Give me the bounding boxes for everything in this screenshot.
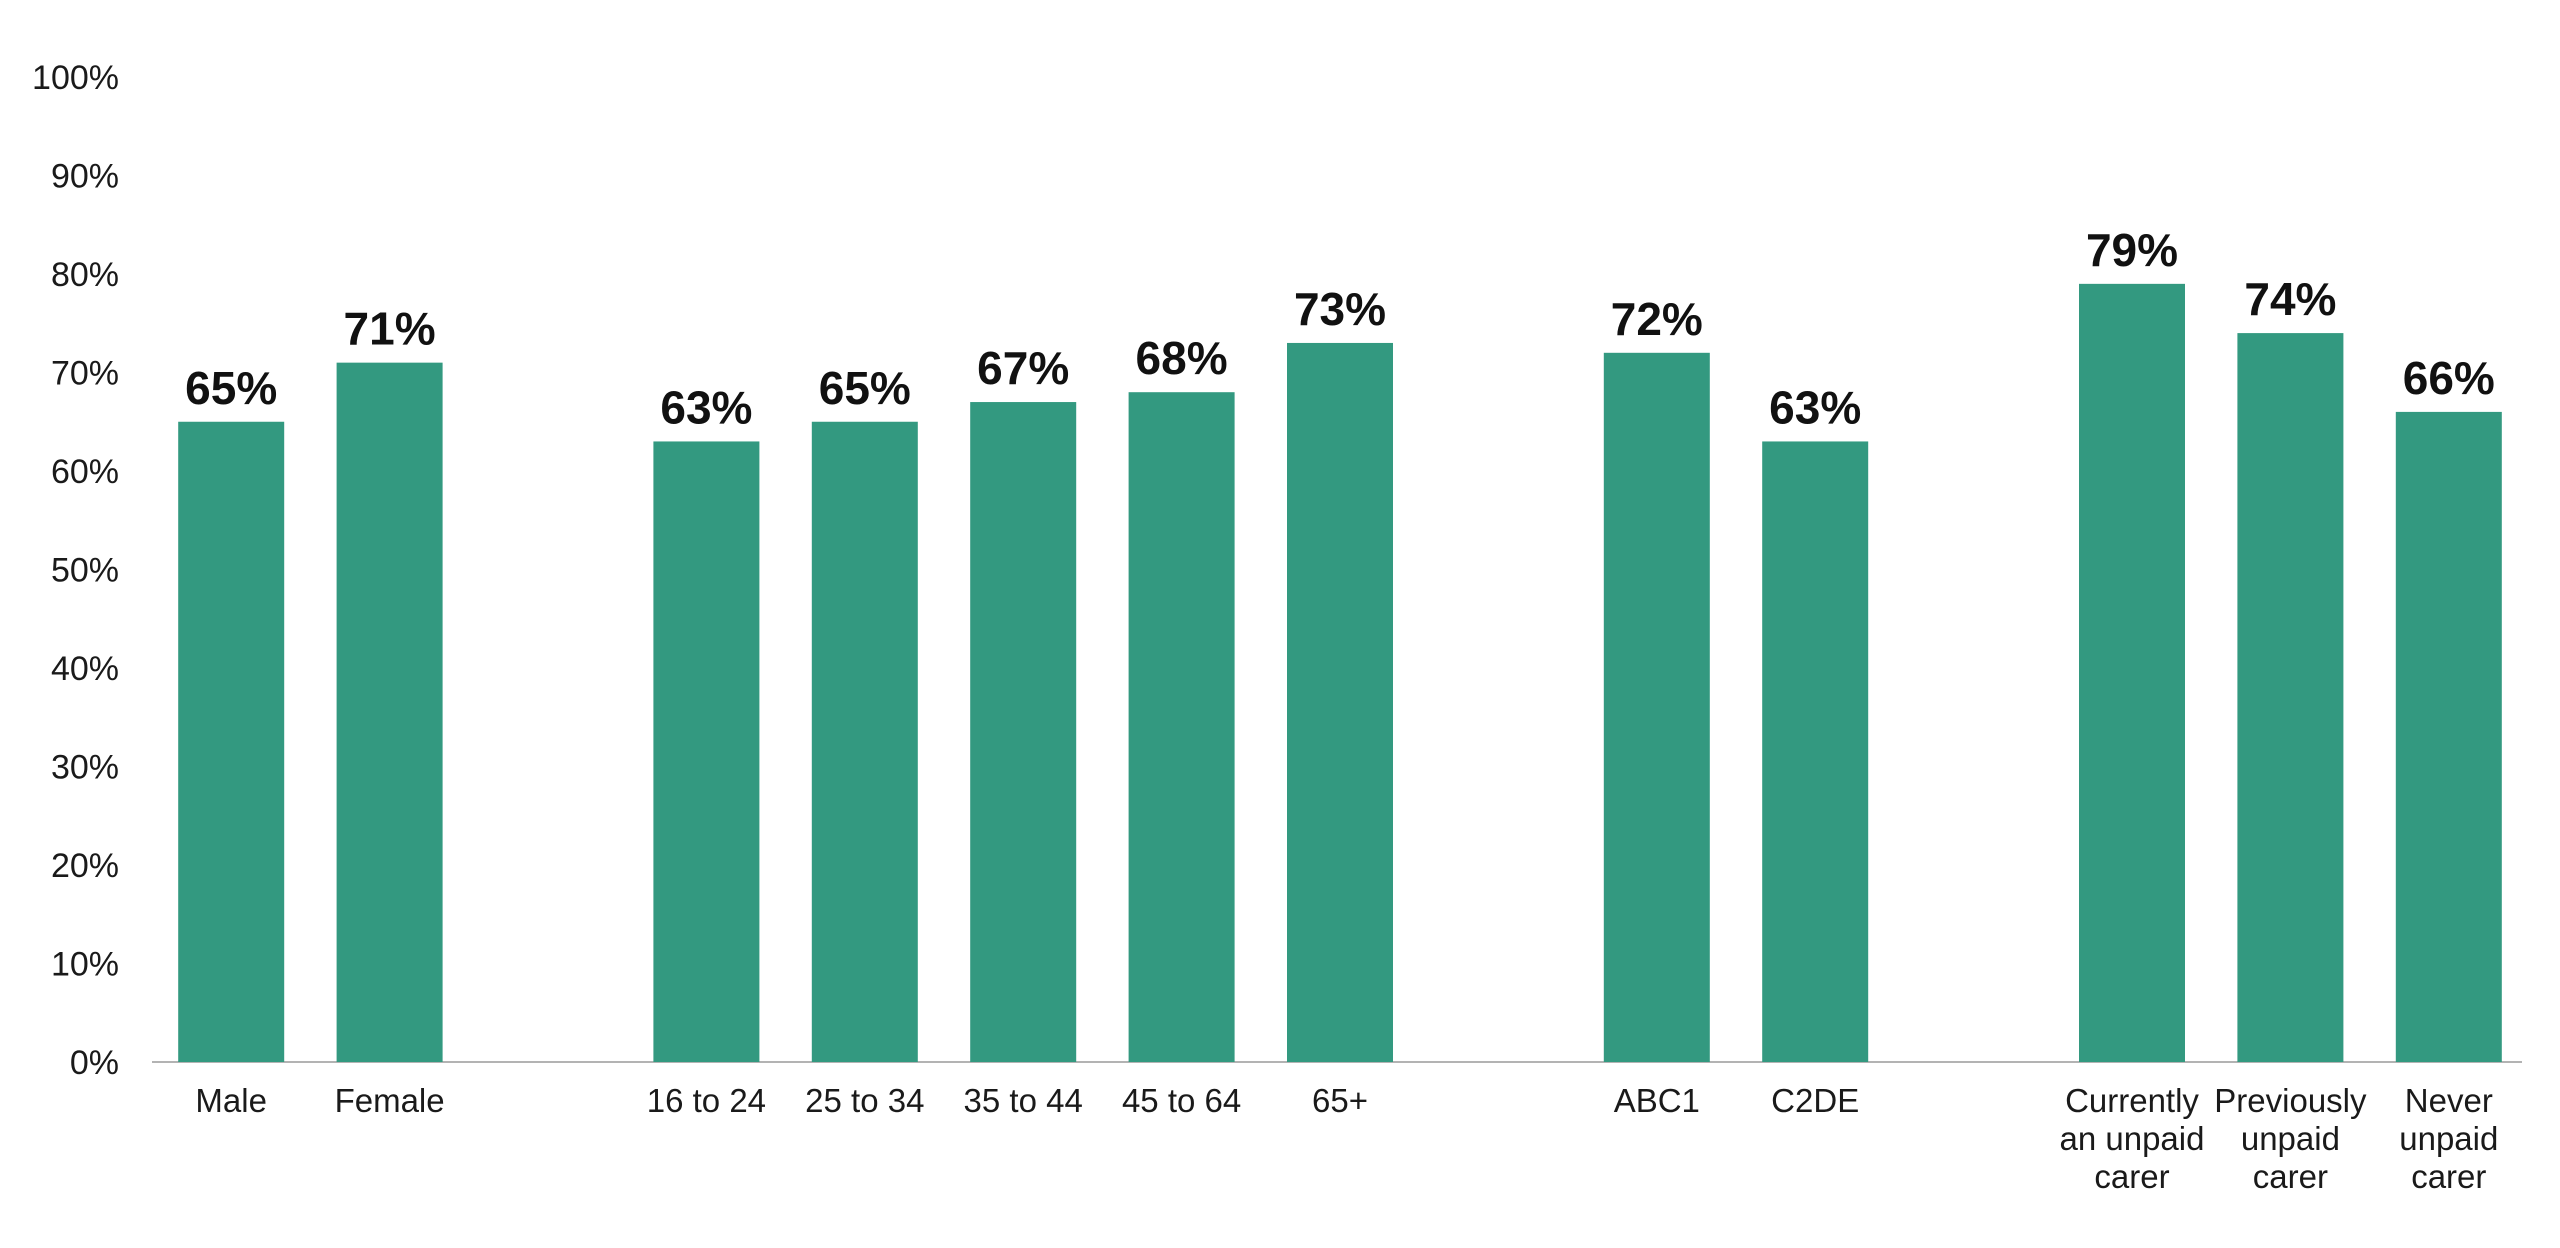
y-tick-label: 10% bbox=[51, 946, 119, 984]
y-tick-label: 30% bbox=[51, 749, 119, 787]
x-tick-label: 25 to 34 bbox=[805, 1082, 924, 1119]
x-tick-label: 16 to 24 bbox=[647, 1082, 766, 1119]
y-tick-label: 20% bbox=[51, 847, 119, 885]
x-tick-label-line: Male bbox=[195, 1082, 267, 1119]
x-tick-label-line: 25 to 34 bbox=[805, 1082, 924, 1119]
bar bbox=[653, 441, 760, 1062]
y-tick-label: 90% bbox=[51, 158, 119, 196]
data-label: 74% bbox=[2244, 273, 2336, 325]
y-tick-label: 80% bbox=[51, 256, 119, 294]
x-tick-label: Never unpaid carer bbox=[2399, 1082, 2498, 1195]
x-tick-label-line: an unpaid bbox=[2060, 1120, 2205, 1157]
y-tick-label: 70% bbox=[51, 355, 119, 393]
x-tick-label-line: 45 to 64 bbox=[1122, 1082, 1241, 1119]
bar bbox=[970, 402, 1077, 1062]
data-label: 79% bbox=[2086, 224, 2178, 276]
bar bbox=[336, 362, 443, 1062]
data-label: 66% bbox=[2403, 352, 2495, 404]
bar bbox=[1603, 352, 1710, 1062]
y-tick-label: 100% bbox=[32, 59, 119, 97]
y-tick-label: 60% bbox=[51, 453, 119, 491]
x-tick-label: 45 to 64 bbox=[1122, 1082, 1241, 1119]
x-tick-label-line: Currently bbox=[2065, 1082, 2199, 1119]
data-label: 73% bbox=[1294, 283, 1386, 335]
x-tick-label-line: 35 to 44 bbox=[964, 1082, 1083, 1119]
x-tick-label-line: unpaid bbox=[2399, 1120, 2498, 1157]
data-label: 65% bbox=[185, 362, 277, 414]
data-label: 67% bbox=[977, 342, 1069, 394]
data-label: 71% bbox=[344, 303, 436, 355]
x-tick-label-line: 65+ bbox=[1312, 1082, 1368, 1119]
x-tick-label-line: carer bbox=[2411, 1158, 2486, 1195]
x-tick-label-line: C2DE bbox=[1771, 1082, 1859, 1119]
bar bbox=[2395, 411, 2502, 1062]
x-tick-label: 65+ bbox=[1312, 1082, 1368, 1119]
bar bbox=[1128, 392, 1235, 1062]
data-label: 72% bbox=[1611, 293, 1703, 345]
y-tick-label: 50% bbox=[51, 552, 119, 590]
x-tick-label-line: Previously bbox=[2214, 1082, 2367, 1119]
bar bbox=[178, 421, 285, 1062]
x-tick-label-line: ABC1 bbox=[1614, 1082, 1700, 1119]
bar bbox=[1287, 342, 1393, 1062]
x-tick-label-line: 16 to 24 bbox=[647, 1082, 766, 1119]
x-tick-label: Previously unpaid carer bbox=[2214, 1082, 2367, 1195]
x-tick-label-line: carer bbox=[2253, 1158, 2328, 1195]
x-tick-label-line: Never bbox=[2405, 1082, 2493, 1119]
x-tick-label: Currently an unpaid carer bbox=[2060, 1082, 2205, 1195]
x-tick-label: C2DE bbox=[1771, 1082, 1859, 1119]
data-label: 65% bbox=[819, 362, 911, 414]
x-tick-label-line: Female bbox=[335, 1082, 445, 1119]
bar bbox=[2079, 283, 2185, 1063]
data-label: 68% bbox=[1136, 332, 1228, 384]
x-tick-label: ABC1 bbox=[1614, 1082, 1700, 1119]
bar bbox=[2237, 333, 2344, 1063]
y-tick-label: 40% bbox=[51, 650, 119, 688]
bar bbox=[1762, 441, 1869, 1062]
x-tick-label: Female bbox=[335, 1082, 445, 1119]
data-label: 63% bbox=[1769, 381, 1861, 433]
bar bbox=[811, 421, 918, 1062]
x-tick-label: 35 to 44 bbox=[964, 1082, 1083, 1119]
y-tick-label: 0% bbox=[70, 1044, 119, 1082]
data-label: 63% bbox=[660, 381, 752, 433]
x-tick-label: Male bbox=[195, 1082, 267, 1119]
x-tick-label-line: carer bbox=[2094, 1158, 2169, 1195]
x-tick-label-line: unpaid bbox=[2241, 1120, 2340, 1157]
